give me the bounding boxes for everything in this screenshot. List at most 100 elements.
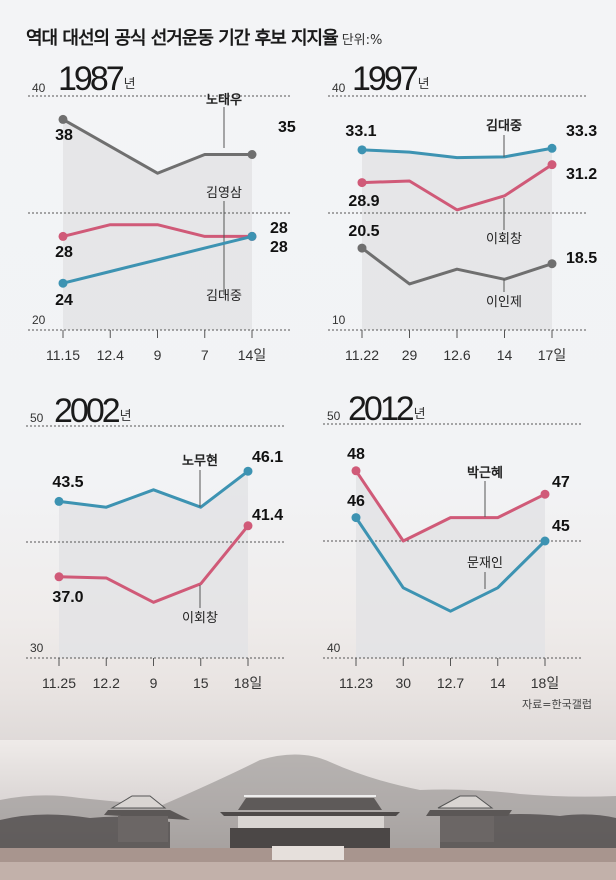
- chart-1997-xtick-label: 14: [497, 347, 513, 363]
- chart-1987-end-point-노태우: [247, 150, 257, 159]
- chart-2002-end-label-이회창: 41.4: [252, 507, 283, 524]
- chart-2012-year-suffix: 년: [414, 407, 426, 422]
- source-label: 자료=한국갤럽: [522, 698, 592, 711]
- plaza: [0, 862, 616, 880]
- chart-1987-ytick-bottom: 20: [32, 313, 46, 327]
- chart-1987-line-김대중: [62, 234, 253, 285]
- chart-2012-ytick-top: 50: [327, 409, 341, 423]
- chart-2012-start-label-박근혜: 48: [347, 446, 365, 463]
- chart-2002-xtick-label: 9: [150, 675, 158, 691]
- chart-1987-series-name-김대중: 김대중: [206, 289, 242, 304]
- chart-1987-start-point-노태우: [58, 114, 68, 124]
- right-pavilion: [426, 795, 512, 842]
- chart-1987-xtick-label: 12.4: [97, 347, 124, 363]
- chart-1997-start-point-김대중: [357, 145, 367, 155]
- chart-2012-xtick-label: 11.23: [339, 675, 373, 691]
- chart-2012-xtick-label: 14: [490, 675, 506, 691]
- chart-2002-ytick-top: 50: [30, 411, 44, 425]
- main-building: [220, 795, 400, 848]
- chart-2012-area: [356, 470, 545, 658]
- chart-2002-xtick-label: 11.25: [42, 675, 76, 691]
- chart-1997-year-title: 1997: [352, 60, 418, 98]
- chart-1997-xtick-label: 11.22: [345, 347, 379, 363]
- chart-2002-xtick-label: 12.2: [93, 675, 120, 691]
- blue-house-illustration: [0, 740, 616, 880]
- chart-1997-start-label-이회창: 28.9: [348, 193, 379, 210]
- chart-2002-area: [59, 471, 248, 658]
- chart-2002-ytick-bottom: 30: [30, 641, 44, 655]
- chart-1987-ytick-top: 40: [32, 81, 46, 95]
- chart-1997-start-point-이회창: [357, 178, 367, 188]
- chart-1987-start-point-김대중: [58, 278, 68, 288]
- chart-1997-line-이회창: [361, 163, 553, 212]
- chart-1997-series-name-이회창: 이회창: [486, 232, 522, 247]
- chart-1997-ytick-top: 40: [332, 81, 346, 95]
- chart-1987-end-label-김영삼: 28: [270, 220, 288, 237]
- chart-2012-xtick-label: 18일: [531, 675, 559, 691]
- chart-1997-end-label-이회창: 31.2: [566, 166, 597, 183]
- chart-2012-xtick-label: 12.7: [437, 675, 464, 691]
- chart-2002-line-노무현: [58, 470, 249, 509]
- chart-1987-end-point-김대중: [247, 231, 257, 241]
- chart-1997-xtick-label: 12.6: [443, 347, 470, 363]
- chart-1997-start-point-이인제: [357, 243, 367, 253]
- chart-2012-ytick-bottom: 40: [327, 641, 341, 655]
- chart-1987-line-김영삼: [62, 223, 252, 238]
- chart-1987-series-name-노태우: 노태우: [206, 93, 242, 108]
- chart-1997-xtick-label: 29: [402, 347, 418, 363]
- chart-2012-xtick-label: 30: [395, 675, 411, 691]
- chart-2012-line-박근혜: [354, 469, 546, 543]
- chart-1987-xtick-label: 11.15: [46, 347, 80, 363]
- chart-1997-line-김대중: [361, 146, 553, 160]
- page-title: 역대 대선의 공식 선거운동 기간 후보 지지율 단위:%: [26, 24, 382, 50]
- chart-2002-start-point-이회창: [54, 572, 64, 582]
- chart-2002-year-title: 2002: [54, 392, 120, 430]
- chart-1987-xtick-label: 7: [201, 347, 209, 363]
- chart-2012-start-point-박근혜: [351, 466, 361, 476]
- chart-1987-start-label-김대중: 24: [55, 292, 73, 309]
- chart-1997-series-name-김대중: 김대중: [486, 119, 522, 134]
- chart-1987-end-label-김대중: 28: [270, 239, 288, 256]
- chart-1997-end-point-이회창: [547, 160, 557, 170]
- chart-2002-line-이회창: [58, 524, 250, 604]
- chart-2012-series-name-문재인: 문재인: [467, 556, 503, 571]
- chart-2012-series-name-박근혜: 박근혜: [467, 465, 503, 481]
- chart-2012-end-label-문재인: 45: [552, 518, 570, 535]
- stairs: [272, 846, 344, 860]
- left-pavilion: [104, 795, 190, 842]
- chart-2002-xtick-label: 18일: [234, 675, 262, 691]
- chart-1987-xtick-label: 9: [154, 347, 162, 363]
- chart-1997-end-point-김대중: [547, 143, 557, 153]
- chart-2002-end-point-노무현: [243, 466, 253, 476]
- chart-1997-end-point-이인제: [547, 259, 557, 269]
- unit-label: 단위:%: [341, 33, 383, 48]
- chart-1987-start-label-노태우: 38: [55, 127, 73, 144]
- chart-1987-year-suffix: 년: [124, 77, 136, 92]
- chart-1997-start-label-이인제: 20.5: [348, 223, 379, 240]
- chart-1987-start-label-김영삼: 28: [55, 244, 73, 261]
- chart-1997-area: [362, 148, 552, 330]
- chart-2012-end-point-박근혜: [540, 489, 550, 499]
- chart-2012-start-label-문재인: 46: [347, 493, 365, 510]
- chart-2002-start-point-노무현: [54, 496, 64, 506]
- chart-2012-end-label-박근혜: 47: [552, 474, 570, 491]
- chart-1987-start-point-김영삼: [58, 231, 68, 241]
- chart-2002-series-name-노무현: 노무현: [182, 453, 218, 469]
- chart-1987-year-title: 1987: [58, 60, 124, 98]
- title-text: 역대 대선의 공식 선거운동 기간 후보 지지율: [26, 28, 339, 49]
- chart-2012-year-title: 2012: [348, 390, 414, 428]
- chart-1987-xtick-label: 14일: [238, 347, 266, 363]
- chart-2012-end-point-문재인: [540, 536, 550, 546]
- chart-1997-xtick-label: 17일: [538, 347, 566, 363]
- chart-2002-end-point-이회창: [243, 521, 253, 531]
- chart-1997-line-이인제: [361, 246, 553, 286]
- chart-2012-line-문재인: [354, 516, 547, 613]
- chart-1997-start-label-김대중: 33.1: [345, 123, 376, 140]
- chart-1997-end-label-김대중: 33.3: [566, 123, 597, 140]
- chart-2002-series-name-이회창: 이회창: [182, 611, 218, 626]
- chart-2002-start-label-이회창: 37.0: [52, 589, 83, 606]
- chart-2012-start-point-문재인: [351, 513, 361, 523]
- chart-1987-series-name-김영삼: 김영삼: [206, 186, 242, 201]
- chart-2002-end-label-노무현: 46.1: [252, 449, 283, 466]
